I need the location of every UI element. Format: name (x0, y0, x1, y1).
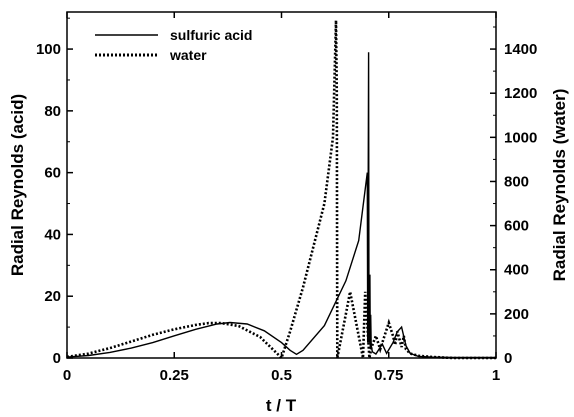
legend: sulfuric acid water (95, 27, 252, 63)
y-right-tick-label: 1400 (504, 41, 537, 58)
y-right-tick-label: 400 (504, 262, 529, 279)
x-tick-label: 0.5 (271, 367, 292, 384)
y-axis-left-title: Radial Reynolds (acid) (8, 94, 27, 276)
y-right-tick-label: 200 (504, 306, 529, 323)
legend-label-water: water (169, 47, 207, 63)
y-right-tick-label: 1000 (504, 129, 537, 146)
plot-frame (66, 11, 497, 359)
x-tick-label: 0.75 (374, 367, 403, 384)
series-layer (66, 20, 496, 361)
y-left-tick-label: 40 (44, 226, 61, 243)
x-tick-label: 0.25 (160, 367, 189, 384)
y-right-tick-label: 600 (504, 218, 529, 235)
series-line-water (66, 20, 496, 361)
ticks-layer: 0 0.25 0.5 0.75 1020406080100020040060080010… (36, 12, 537, 384)
y-axis-right-title: Radial Reynolds (water) (550, 89, 569, 282)
y-left-tick-label: 20 (44, 288, 61, 305)
y-left-tick-label: 80 (44, 103, 61, 120)
y-left-tick-label: 60 (44, 165, 61, 182)
series-line-sulfuric-acid (66, 52, 496, 359)
x-tick-label: 1 (492, 367, 500, 384)
y-left-tick-label: 100 (36, 41, 61, 58)
x-axis-title: t / T (266, 396, 297, 415)
x-tick-label: 0 (63, 367, 71, 384)
y-right-tick-label: 0 (504, 350, 512, 367)
legend-label-sulfuric-acid: sulfuric acid (170, 27, 252, 43)
y-left-tick-label: 0 (53, 350, 61, 367)
y-right-tick-label: 1200 (504, 85, 537, 102)
y-right-tick-label: 800 (504, 173, 529, 190)
